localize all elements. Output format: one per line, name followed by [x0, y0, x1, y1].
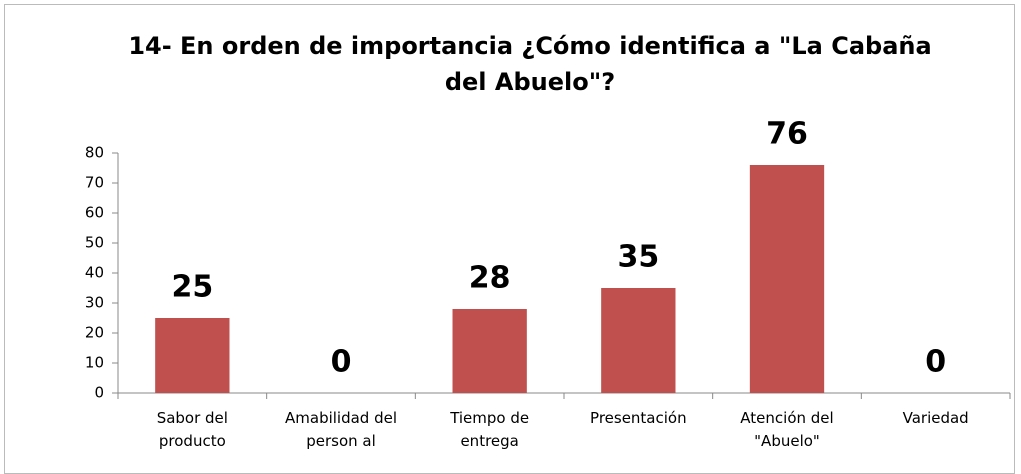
- y-tick-label: 40: [85, 264, 104, 282]
- data-label: 25: [171, 270, 213, 305]
- x-tick-label: Sabor del producto: [156, 409, 228, 450]
- bar: [601, 288, 676, 393]
- y-tick-label: 60: [85, 204, 104, 222]
- x-tick-label: Atención del "Abuelo": [740, 409, 834, 450]
- y-tick-label: 30: [85, 294, 104, 312]
- data-label: 28: [469, 261, 511, 296]
- y-tick-label: 20: [85, 324, 104, 342]
- x-tick-label: Tiempo de entrega: [450, 409, 530, 450]
- x-tick-label: Presentación: [590, 409, 687, 427]
- bar: [749, 165, 825, 393]
- y-tick-label: 80: [85, 144, 104, 162]
- y-tick-label: 70: [85, 174, 104, 192]
- bar: [155, 318, 230, 393]
- chart-title: 14- En orden de importancia ¿Cómo identi…: [128, 32, 932, 96]
- y-tick-label: 0: [94, 384, 104, 402]
- data-label: 0: [925, 345, 946, 380]
- y-tick-label: 50: [85, 234, 104, 252]
- x-tick-label: Amabilidad del person al: [285, 409, 398, 450]
- data-label: 76: [766, 117, 808, 152]
- data-label: 35: [617, 240, 659, 275]
- data-label: 0: [331, 345, 352, 380]
- x-tick-label: Variedad: [902, 409, 969, 427]
- bar: [452, 309, 527, 393]
- y-tick-label: 10: [85, 354, 104, 372]
